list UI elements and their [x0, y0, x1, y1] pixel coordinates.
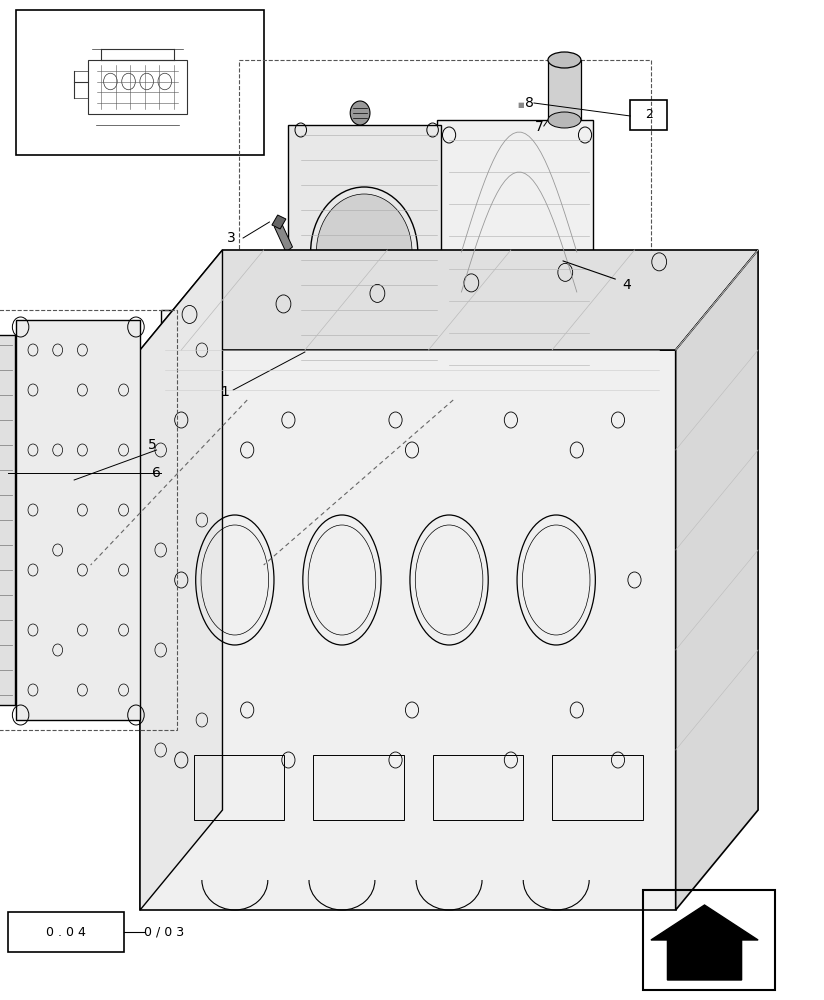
Bar [313, 755, 404, 820]
Bar [194, 755, 284, 820]
Polygon shape [305, 336, 331, 355]
Text: 6: 6 [152, 466, 161, 480]
Polygon shape [161, 310, 643, 720]
Text: ■: ■ [517, 102, 524, 108]
Bar [239, 60, 651, 400]
Polygon shape [307, 322, 328, 338]
Text: 7: 7 [535, 120, 544, 134]
Text: 0 / 0 3: 0 / 0 3 [144, 926, 185, 938]
Polygon shape [676, 250, 758, 910]
Polygon shape [140, 250, 222, 910]
Bar [0, 310, 177, 730]
Bar [16, 10, 264, 155]
Circle shape [350, 101, 370, 125]
Bar [643, 890, 775, 990]
Bar [433, 755, 523, 820]
Ellipse shape [548, 52, 581, 68]
Bar [8, 912, 124, 952]
Polygon shape [140, 250, 758, 350]
Text: 1: 1 [221, 385, 230, 399]
Text: 2: 2 [645, 108, 653, 121]
Polygon shape [0, 335, 15, 705]
Text: 3: 3 [227, 231, 236, 245]
Text: 5: 5 [147, 438, 157, 452]
Text: 8: 8 [525, 96, 534, 110]
Bar [548, 60, 581, 120]
Polygon shape [272, 215, 286, 229]
Polygon shape [140, 350, 676, 910]
Polygon shape [16, 320, 140, 720]
Polygon shape [274, 222, 293, 252]
Ellipse shape [548, 112, 581, 128]
Bar [630, 100, 667, 130]
Polygon shape [437, 120, 593, 385]
Circle shape [316, 194, 412, 310]
Text: 4: 4 [622, 278, 631, 292]
Polygon shape [288, 125, 441, 380]
Text: 0 . 0 4: 0 . 0 4 [46, 926, 86, 938]
Bar [552, 755, 643, 820]
Polygon shape [651, 905, 758, 980]
